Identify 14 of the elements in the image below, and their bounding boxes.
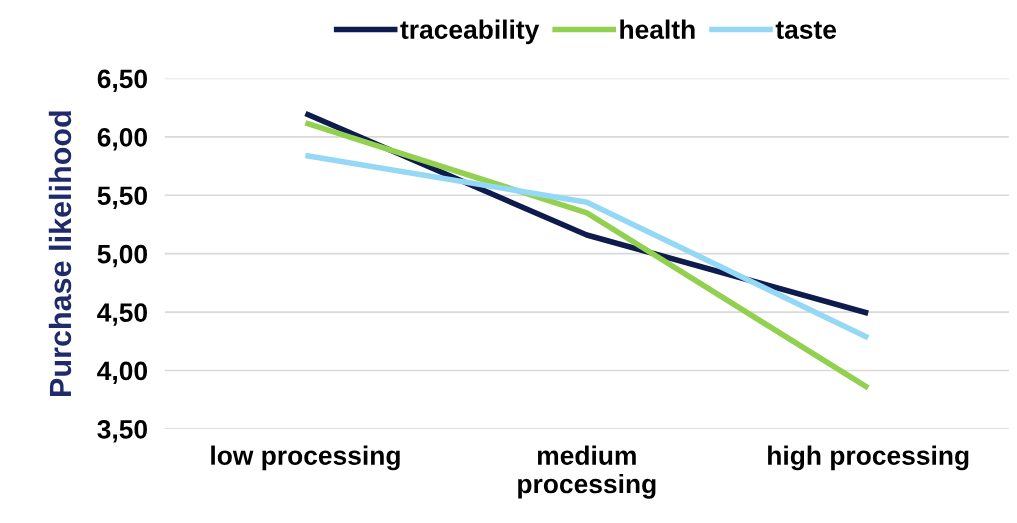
- legend-label: taste: [775, 21, 837, 39]
- x-tick-label: high processing: [768, 445, 969, 471]
- y-tick-label: 3,50: [97, 419, 148, 443]
- y-tick-label: 4,50: [97, 303, 148, 326]
- y-axis-title: Purchase likelihood: [48, 111, 72, 396]
- y-tick-label: 5,50: [97, 186, 148, 209]
- y-tick-label: 4,00: [97, 361, 148, 385]
- x-tick-label: medium processing: [518, 445, 656, 499]
- x-tick-label: low processing: [211, 445, 400, 471]
- y-tick-label: 6,00: [97, 127, 148, 151]
- y-tick-label: 5,00: [97, 244, 148, 268]
- y-tick-label: 6,50: [97, 69, 148, 93]
- legend-label: health: [620, 19, 695, 39]
- legend-label: traceability: [400, 19, 540, 45]
